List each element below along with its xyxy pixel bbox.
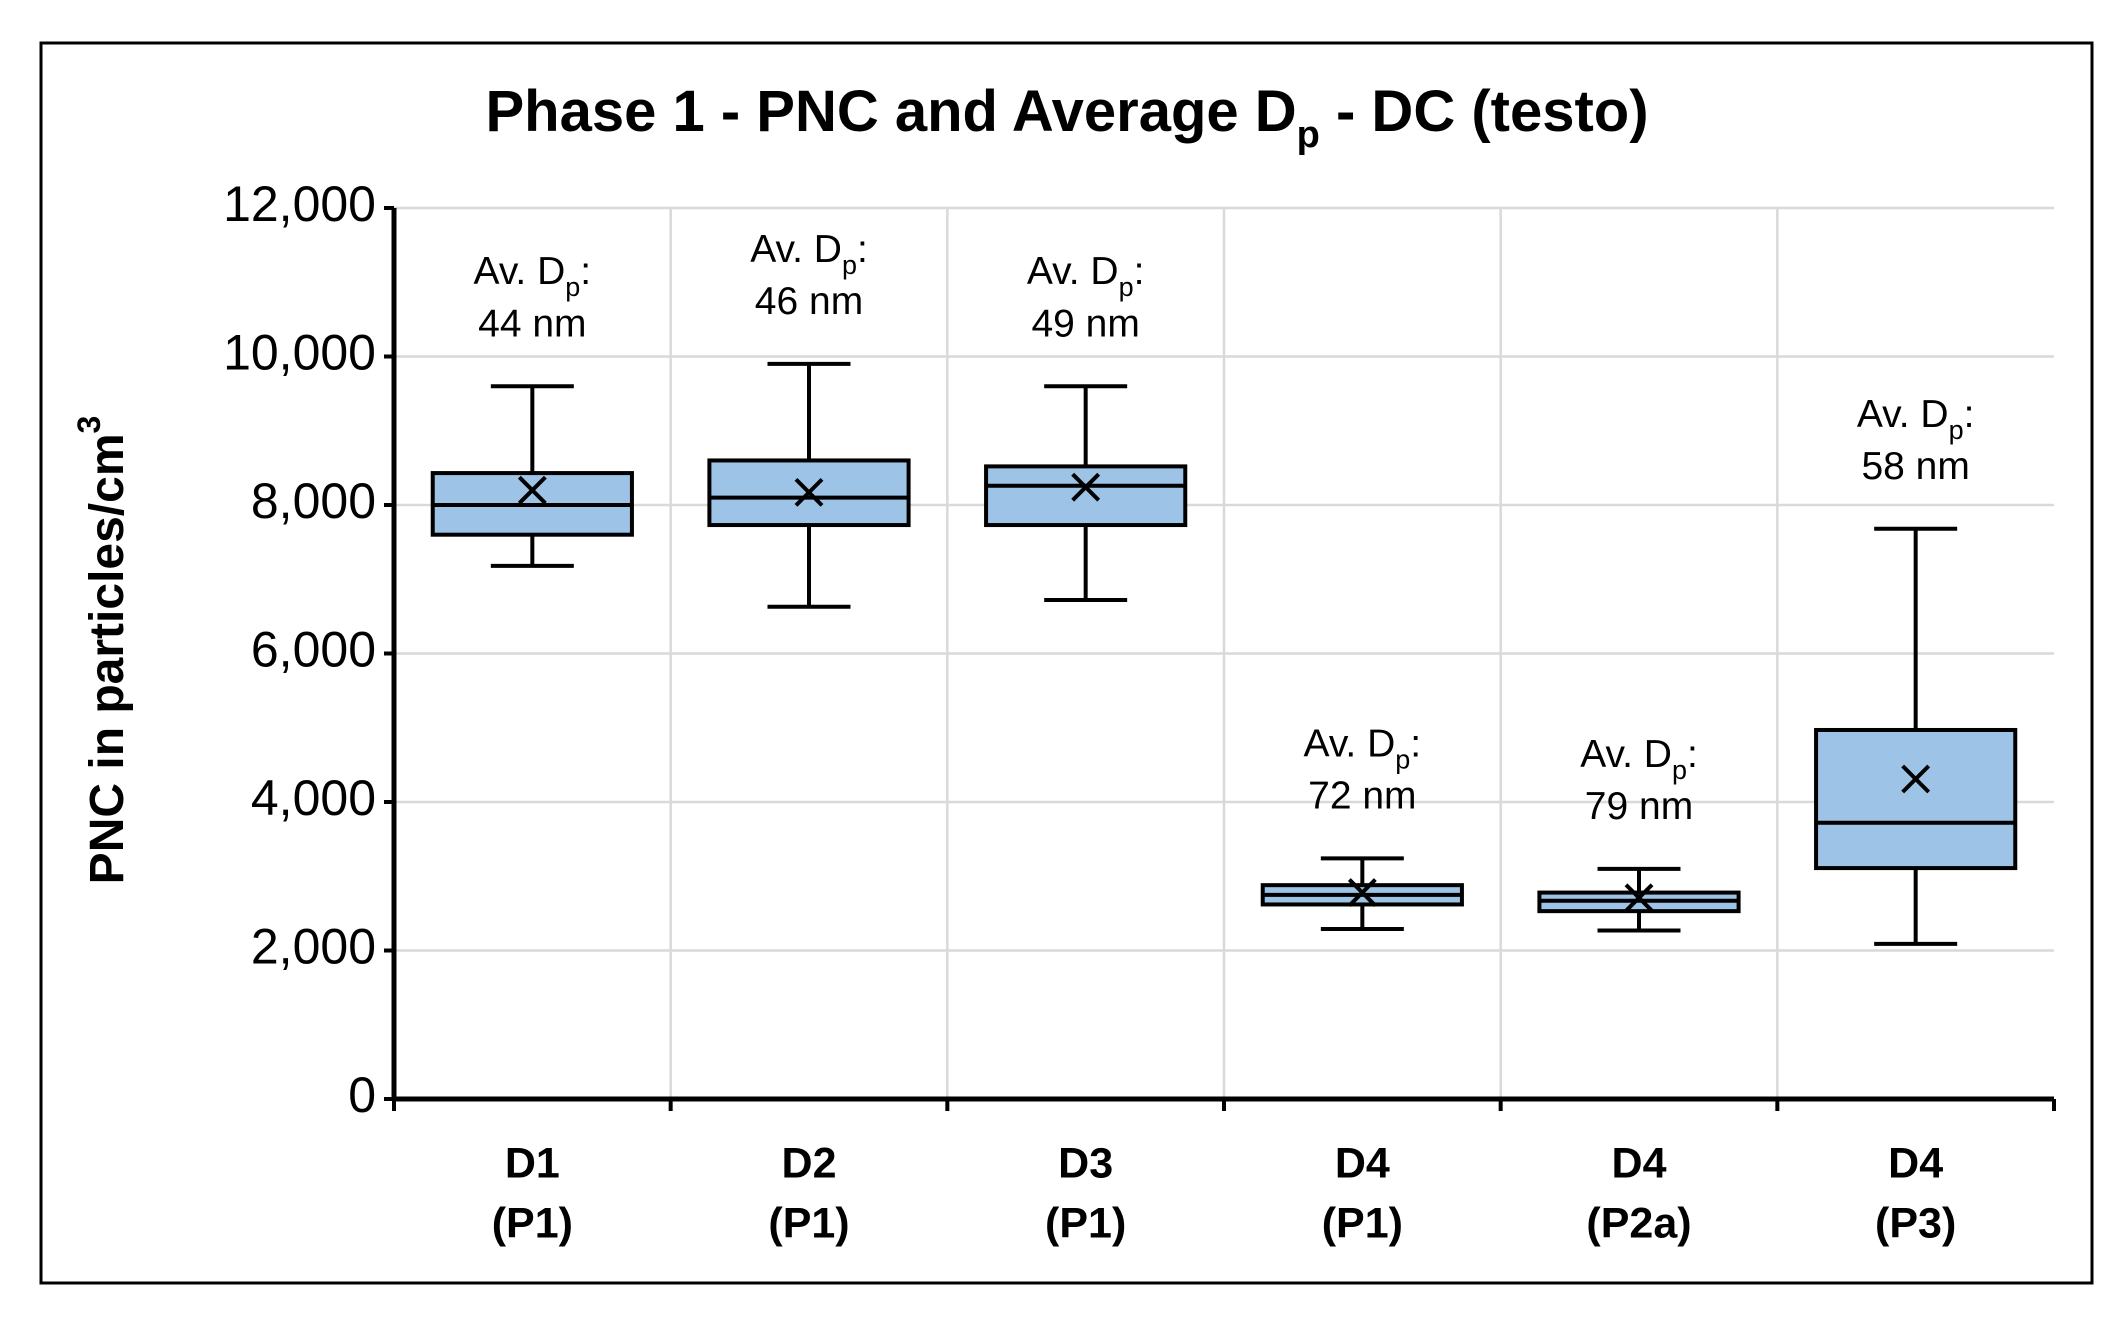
mean-marker	[1901, 764, 1931, 794]
annotation-text: :	[857, 228, 868, 271]
annotation-label: Av. Dp:	[1027, 250, 1145, 302]
annotation-value: 79 nm	[1585, 785, 1693, 828]
y-tick-label: 4,000	[251, 770, 376, 826]
annotation-text: Av. D	[474, 250, 566, 293]
annotation-text: :	[1410, 723, 1421, 766]
y-tick-label: 6,000	[251, 622, 376, 678]
annotation-value: 72 nm	[1308, 775, 1416, 818]
x-tick-label: D4	[1888, 1139, 1943, 1187]
mean-marker	[1624, 883, 1654, 913]
annotation-text: :	[1134, 250, 1145, 293]
y-label-superscript: 3	[71, 416, 107, 434]
annotation-label: Av. Dp:	[474, 250, 592, 302]
y-tick-label: 12,000	[223, 176, 376, 232]
annotation-text: :	[1964, 393, 1975, 436]
annotation-text: Av. D	[1857, 393, 1949, 436]
y-tick-label: 8,000	[251, 473, 376, 529]
y-axis-label: PNC in particles/cm3	[71, 416, 133, 885]
annotation-label: Av. Dp:	[1857, 393, 1975, 445]
annotation-subscript: p	[842, 250, 857, 280]
annotation-subscript: p	[1119, 272, 1134, 302]
mean-marker	[1347, 878, 1377, 907]
y-tick-label: 10,000	[223, 325, 376, 381]
chart-border	[39, 41, 2094, 1285]
x-tick-label: (P1)	[1322, 1199, 1403, 1247]
annotation-label: Av. Dp:	[1580, 733, 1698, 785]
x-tick-label: (P2a)	[1586, 1199, 1691, 1247]
annotation-text: Av. D	[1580, 733, 1672, 776]
box	[984, 464, 1188, 528]
annotation-subscript: p	[565, 272, 580, 302]
annotation-text: Av. D	[1304, 723, 1396, 766]
y-tick-label: 2,000	[251, 919, 376, 975]
box	[1814, 727, 2018, 871]
annotation-text: Av. D	[750, 228, 842, 271]
title-subscript: p	[1297, 114, 1320, 156]
title-text: - DC (testo)	[1320, 79, 1649, 144]
x-tick-label: D3	[1058, 1139, 1113, 1187]
y-label-text: PNC in particles/cm	[81, 433, 134, 884]
annotation-value: 49 nm	[1031, 302, 1139, 345]
mean-marker	[794, 477, 824, 507]
annotation-subscript: p	[1395, 745, 1410, 775]
annotation-label: Av. Dp:	[1304, 723, 1422, 775]
x-tick-label: (P3)	[1875, 1199, 1956, 1247]
x-tick-label: (P1)	[768, 1199, 849, 1247]
annotation-value: 58 nm	[1861, 445, 1969, 488]
x-tick-label: D2	[782, 1139, 837, 1187]
x-tick-label: D4	[1612, 1139, 1667, 1187]
annotation-text: :	[580, 250, 591, 293]
y-tick-label: 0	[348, 1067, 376, 1123]
chart-title: Phase 1 - PNC and Average Dp - DC (testo…	[485, 79, 1648, 156]
annotation-subscript: p	[1672, 755, 1687, 785]
annotation-text: Av. D	[1027, 250, 1119, 293]
annotation-subscript: p	[1949, 415, 1964, 445]
title-text: Phase 1 - PNC and Average D	[485, 79, 1296, 144]
annotation-label: Av. Dp:	[750, 228, 868, 280]
x-tick-label: (P1)	[1045, 1199, 1126, 1247]
x-tick-label: D1	[505, 1139, 560, 1187]
x-tick-label: D4	[1335, 1139, 1390, 1187]
annotation-value: 44 nm	[478, 302, 586, 345]
mean-marker	[517, 475, 547, 505]
plot-area: 0 2,000 4,000 6,000 8,000 10,000 12,000 D1 (P1) A…	[223, 176, 2056, 1247]
annotation-value: 46 nm	[755, 280, 863, 323]
x-tick-label: (P1)	[492, 1199, 573, 1247]
annotation-text: :	[1687, 733, 1698, 776]
mean-marker	[1071, 472, 1101, 502]
